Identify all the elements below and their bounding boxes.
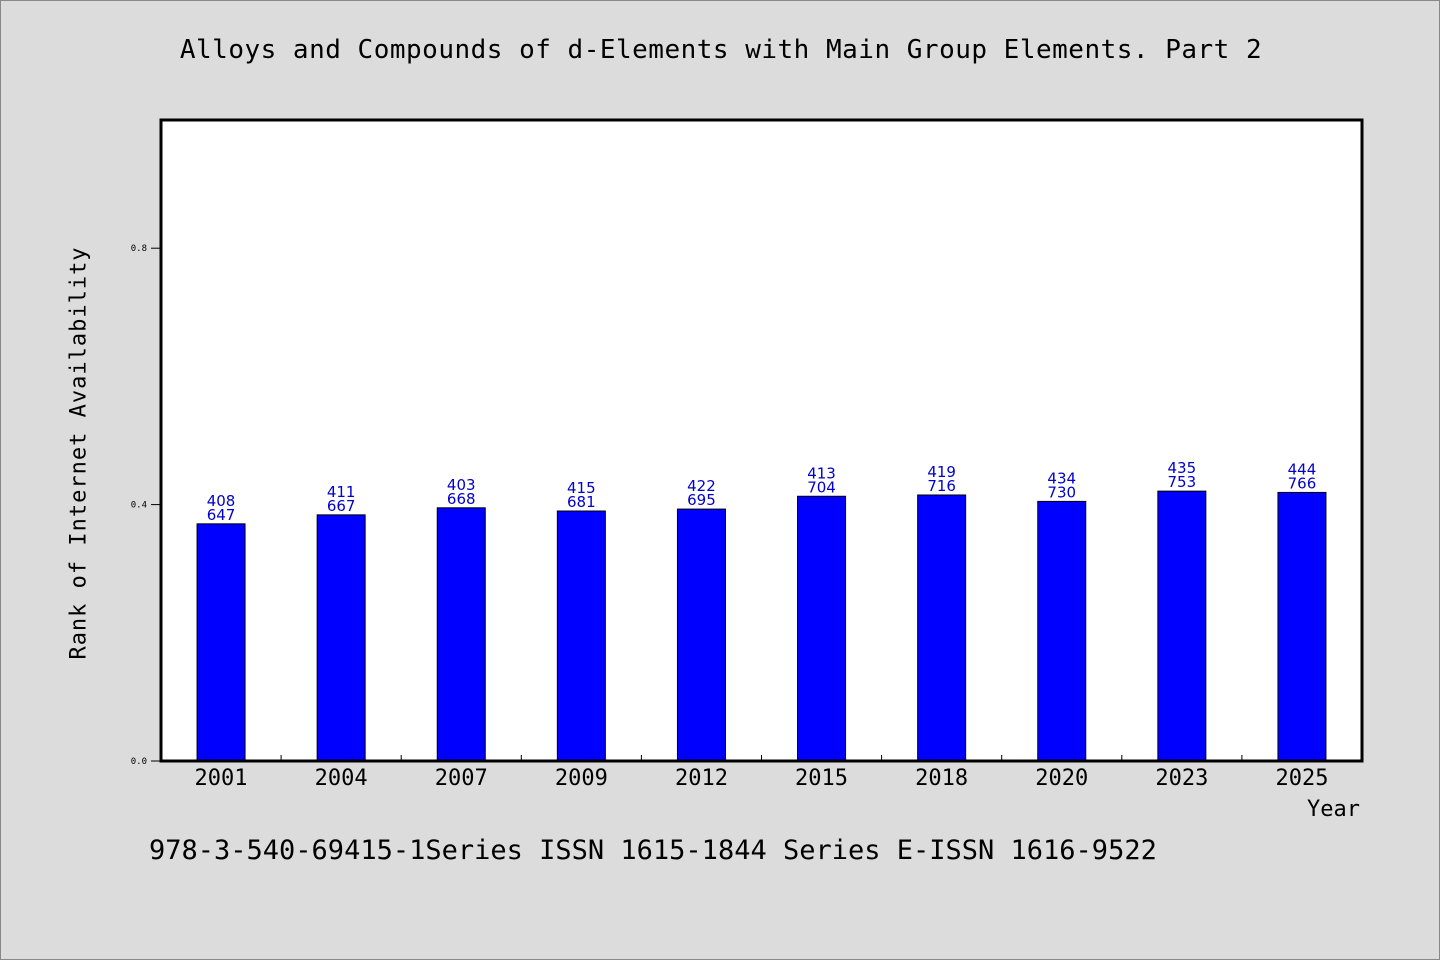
x-tick-label: 2018	[915, 766, 968, 791]
x-tick-label: 2020	[1035, 766, 1088, 791]
footer-text: 978-3-540-69415-1Series ISSN 1615-1844 S…	[149, 835, 1157, 866]
bar-2001	[196, 523, 246, 762]
bar-2007	[436, 507, 486, 762]
data-label-top: 408	[207, 492, 236, 510]
data-label-top: 403	[447, 476, 476, 494]
bar-2012	[676, 508, 726, 762]
data-label-bottom: 668	[447, 490, 476, 508]
x-tick-label: 2007	[435, 766, 488, 791]
data-label-top: 413	[807, 464, 836, 482]
data-label-bottom: 753	[1168, 473, 1197, 491]
data-label-bottom: 667	[327, 497, 356, 515]
data-label-top: 435	[1168, 459, 1197, 477]
data-label-top: 415	[567, 479, 596, 497]
bar-2025	[1277, 491, 1327, 762]
x-axis-label: Year	[1307, 797, 1360, 822]
data-label-bottom: 695	[687, 491, 716, 509]
bar-2015	[797, 495, 847, 762]
data-label-bottom: 730	[1047, 483, 1076, 501]
data-labels: 4086474116674036684156814226954137044197…	[207, 459, 1317, 524]
bar-2009	[556, 510, 606, 762]
data-label-bottom: 716	[927, 477, 956, 495]
bar-2020	[1037, 500, 1087, 762]
data-label-top: 419	[927, 463, 956, 481]
data-label-top: 422	[687, 477, 716, 495]
data-label-top: 411	[327, 483, 356, 501]
data-label-top: 434	[1047, 469, 1076, 487]
data-label-bottom: 766	[1288, 474, 1317, 492]
x-tick-label: 2009	[555, 766, 608, 791]
plot-frame	[159, 118, 1364, 763]
data-label-bottom: 704	[807, 478, 836, 496]
data-label-top: 444	[1288, 460, 1317, 478]
y-axis-ticks: 0.0 0.4 0.8	[131, 244, 161, 767]
x-tick-label: 2023	[1155, 766, 1208, 791]
x-tick-label: 2025	[1275, 766, 1328, 791]
x-tick-label: 2004	[315, 766, 368, 791]
x-tick-label: 2015	[795, 766, 848, 791]
y-tick-label: 0.0	[131, 757, 147, 767]
data-label-bottom: 681	[567, 493, 596, 511]
y-tick-label: 0.8	[131, 244, 147, 254]
x-tick-label: 2001	[195, 766, 248, 791]
bar-2023	[1157, 490, 1207, 762]
data-label-bottom: 647	[207, 506, 236, 524]
x-tick-label: 2012	[675, 766, 728, 791]
bar-2018	[917, 494, 967, 762]
y-tick-label: 0.4	[131, 501, 147, 511]
chart-title: Alloys and Compounds of d-Elements with …	[179, 35, 1263, 65]
bar-2004	[316, 514, 366, 762]
bar-series	[196, 490, 1327, 762]
